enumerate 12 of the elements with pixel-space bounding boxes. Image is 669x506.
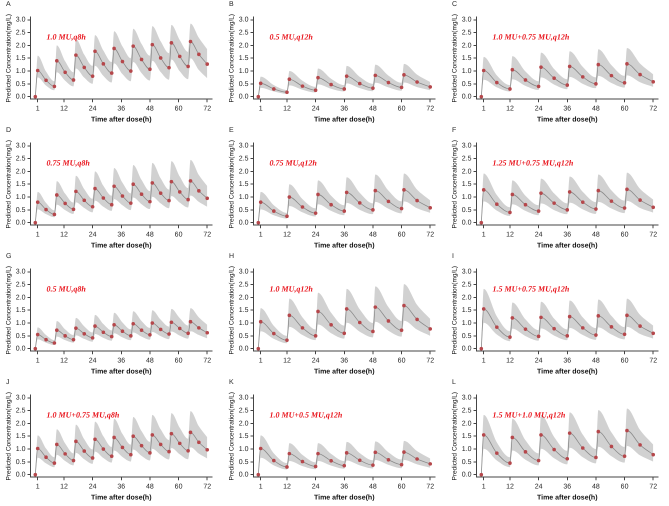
annotation: 1.0 MU+0.5 MU,q12h — [270, 410, 343, 420]
annotation: 1.25 MU+0.75 MU,q12h — [492, 158, 574, 168]
annotation: 1.0 MU+0.75 MU,q8h — [46, 410, 120, 420]
annotation: 0.75 MU,q12h — [270, 158, 318, 168]
annotation: 1.0 MU+0.75 MU,q12h — [492, 32, 570, 42]
annotation: 1.5 MU+0.75 MU,q12h — [492, 284, 570, 294]
annotation: 0.5 MU,q8h — [46, 284, 86, 294]
annotation: 0.75 MU,q8h — [46, 158, 90, 168]
annotation: 1.0 MU,q12h — [270, 284, 314, 294]
annotation: 0.5 MU,q12h — [270, 32, 314, 42]
annotation: 1.5 MU+1.0 MU,q12h — [492, 410, 566, 420]
annotation: 1.0 MU,q8h — [46, 32, 86, 42]
